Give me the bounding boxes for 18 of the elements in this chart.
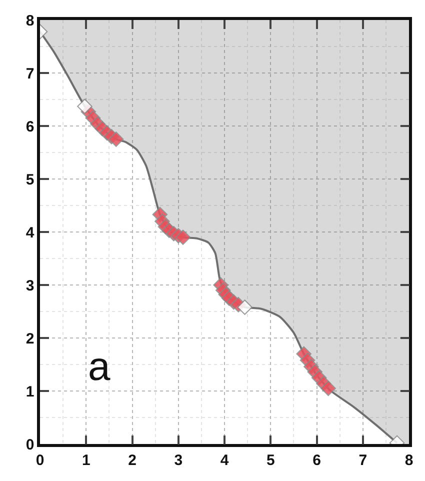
- y-tick-label: 6: [26, 118, 34, 136]
- x-tick-label: 5: [266, 452, 275, 469]
- y-tick-label: 3: [26, 277, 34, 294]
- x-tick-label: 1: [82, 452, 90, 469]
- x-tick-label: 3: [174, 452, 183, 469]
- x-tick-label: 4: [220, 452, 230, 469]
- y-tick-label: 5: [26, 171, 34, 188]
- y-tick-label: 7: [26, 65, 34, 82]
- y-tick-label: 1: [26, 383, 34, 400]
- x-tick-label: 8: [404, 452, 414, 469]
- y-tick-label: 8: [26, 12, 34, 30]
- y-tick-label: 2: [26, 330, 34, 348]
- x-tick-label: 2: [128, 452, 136, 469]
- x-tick-label: 6: [312, 452, 321, 469]
- y-tick-label: 0: [26, 436, 34, 454]
- annotation: a: [88, 345, 111, 389]
- x-tick-label: 7: [358, 452, 368, 469]
- y-tick-label: 4: [26, 224, 35, 242]
